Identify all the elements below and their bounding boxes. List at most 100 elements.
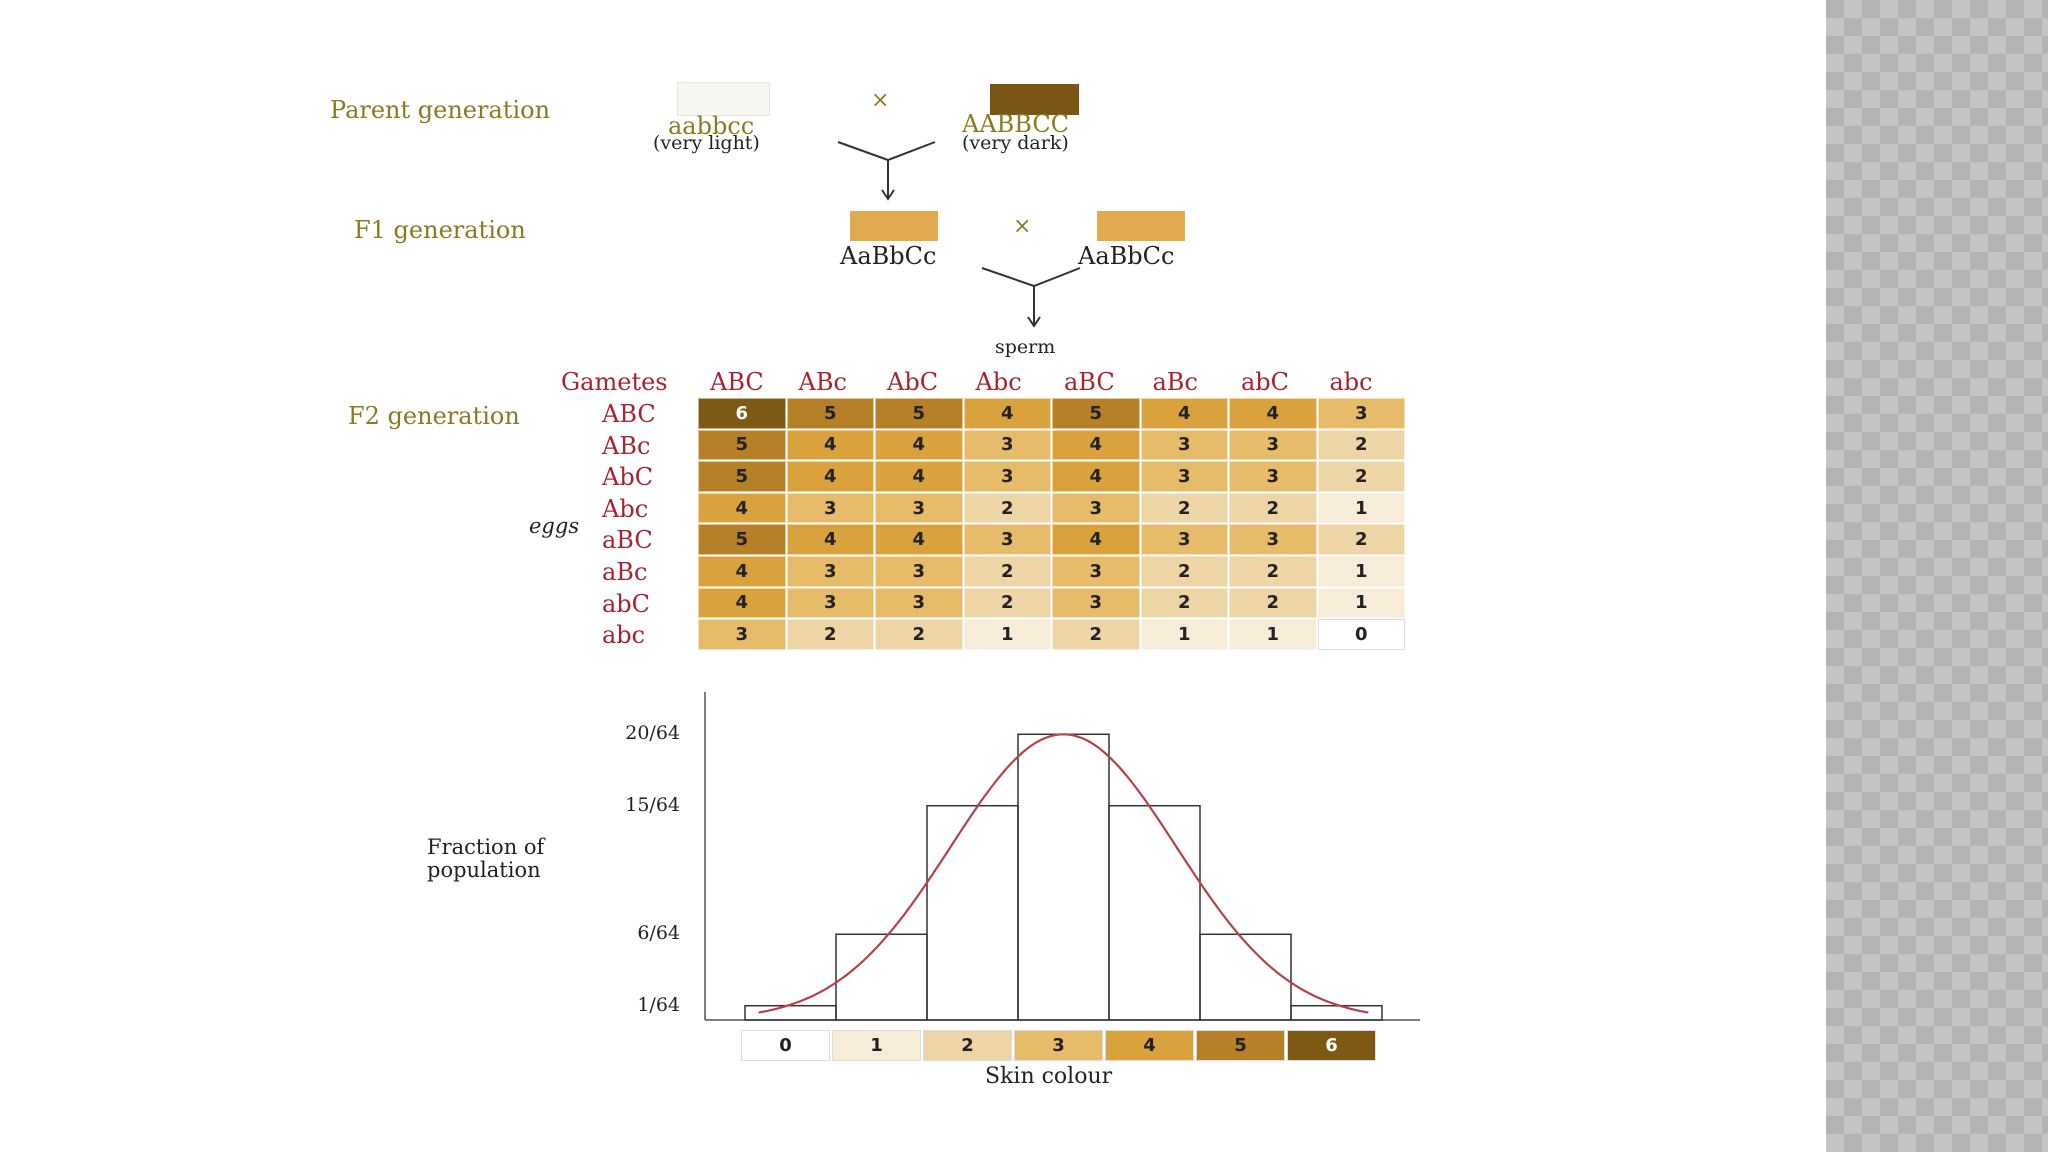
punnett-cell: 3 <box>698 619 786 650</box>
punnett-cell: 3 <box>963 524 1051 555</box>
punnett-cell: 2 <box>963 492 1051 524</box>
f1-arrowhead <box>1027 316 1041 328</box>
punnett-cell: 4 <box>786 524 874 555</box>
punnett-cell: 0 <box>1317 619 1405 650</box>
very-dark-swatch <box>990 84 1079 115</box>
histogram-bar <box>1108 804 1201 1021</box>
y-tick-label: 15/64 <box>625 793 680 816</box>
histogram-bar <box>1017 733 1110 1021</box>
sperm-gamete-header: ABC <box>710 368 764 396</box>
punnett-cell: 4 <box>786 461 874 492</box>
y-axis-label: Fraction of population <box>427 835 545 883</box>
sperm-gamete-header: abC <box>1241 368 1290 396</box>
punnett-cell: 5 <box>698 524 786 555</box>
sperm-gamete-header: abc <box>1329 368 1373 396</box>
punnett-cell: 3 <box>1317 398 1405 429</box>
skin-colour-class: 6 <box>1287 1030 1376 1061</box>
egg-gamete-header: AbC <box>602 463 654 492</box>
histogram-bar <box>1199 933 1292 1021</box>
egg-gamete-header: Abc <box>602 494 649 523</box>
f1-right-genotype: AaBbCc <box>1078 242 1175 270</box>
punnett-cell: 3 <box>1229 524 1317 555</box>
punnett-cell: 5 <box>786 398 874 429</box>
punnett-cell: 4 <box>698 492 786 524</box>
punnett-cell: 3 <box>1052 556 1140 587</box>
punnett-cell: 5 <box>1052 398 1140 429</box>
punnett-cell: 3 <box>963 461 1051 492</box>
punnett-cell: 3 <box>1140 429 1228 461</box>
normal-curve <box>758 733 1369 1014</box>
egg-gamete-header: aBC <box>602 526 653 555</box>
punnett-cell: 2 <box>1229 492 1317 524</box>
punnett-cell: 2 <box>963 587 1051 619</box>
skin-colour-class: 0 <box>741 1030 830 1061</box>
punnett-cell: 2 <box>963 556 1051 587</box>
punnett-cell: 3 <box>1052 492 1140 524</box>
skin-colour-class: 1 <box>832 1030 921 1061</box>
punnett-cell: 5 <box>875 398 963 429</box>
skin-colour-class: 4 <box>1105 1030 1194 1061</box>
eggs-label: eggs <box>529 514 580 538</box>
parent-arrowhead <box>881 189 895 201</box>
cross-arrows <box>837 141 1081 328</box>
punnett-cell: 3 <box>1140 524 1228 555</box>
egg-gamete-header: abc <box>602 621 646 650</box>
sperm-gamete-header: Abc <box>975 368 1022 396</box>
histogram-bar <box>835 933 928 1021</box>
parent-left-genotype: aabbcc <box>668 112 755 140</box>
punnett-cell: 2 <box>875 619 963 650</box>
cross-symbol: × <box>871 88 890 113</box>
punnett-cell: 4 <box>963 398 1051 429</box>
sperm-gamete-header: AbC <box>887 368 939 396</box>
egg-gamete-header: ABc <box>602 431 651 460</box>
punnett-cell: 1 <box>1317 587 1405 619</box>
punnett-cell: 3 <box>1140 461 1228 492</box>
f1-generation-label: F1 generation <box>354 216 526 244</box>
punnett-cell: 4 <box>698 556 786 587</box>
punnett-cell: 1 <box>1317 556 1405 587</box>
skin-colour-class: 3 <box>1014 1030 1103 1061</box>
gametes-label: Gametes <box>561 368 668 396</box>
punnett-cell: 2 <box>1229 556 1317 587</box>
punnett-cell: 3 <box>1229 429 1317 461</box>
punnett-cell: 1 <box>1317 492 1405 524</box>
histogram-bar <box>1290 1004 1383 1021</box>
parent-right-phenotype: (very dark) <box>962 132 1069 154</box>
punnett-cell: 1 <box>963 619 1051 650</box>
decorative-side-panel <box>1826 0 2048 1152</box>
f1-left-swatch <box>850 211 938 241</box>
punnett-cell: 3 <box>786 587 874 619</box>
punnett-cell: 4 <box>875 524 963 555</box>
punnett-cell: 3 <box>875 556 963 587</box>
f1-right-swatch <box>1097 211 1185 241</box>
parent-generation-label: Parent generation <box>330 96 551 124</box>
parent-right-genotype: AABBCC <box>962 110 1070 138</box>
egg-gamete-header: aBc <box>602 558 648 586</box>
punnett-cell: 2 <box>1140 492 1228 524</box>
sperm-gamete-header: ABc <box>798 368 847 396</box>
punnett-cell: 4 <box>875 461 963 492</box>
punnett-cell: 4 <box>1140 398 1228 429</box>
punnett-cell: 3 <box>786 556 874 587</box>
punnett-cell: 1 <box>1229 619 1317 650</box>
histogram-bar <box>926 804 1019 1021</box>
histogram-bar <box>744 1004 837 1021</box>
skin-colour-class: 2 <box>923 1030 1012 1061</box>
f2-generation-label: F2 generation <box>348 402 520 430</box>
punnett-cell: 2 <box>1140 587 1228 619</box>
punnett-cell: 2 <box>1317 461 1405 492</box>
punnett-cell: 5 <box>698 461 786 492</box>
punnett-cell: 2 <box>1140 556 1228 587</box>
parent-left-phenotype: (very light) <box>653 132 760 154</box>
y-tick-label: 1/64 <box>637 993 680 1016</box>
punnett-cell: 3 <box>1052 587 1140 619</box>
egg-gamete-header: ABC <box>602 400 656 428</box>
punnett-cell: 1 <box>1140 619 1228 650</box>
punnett-cell: 4 <box>875 429 963 461</box>
punnett-cell: 5 <box>698 429 786 461</box>
y-tick-label: 6/64 <box>637 922 680 945</box>
punnett-cell: 3 <box>875 587 963 619</box>
skin-colour-class: 5 <box>1196 1030 1285 1061</box>
slide: Parent generation × aabbcc (very light) … <box>330 82 1420 1088</box>
punnett-cell: 2 <box>1317 429 1405 461</box>
